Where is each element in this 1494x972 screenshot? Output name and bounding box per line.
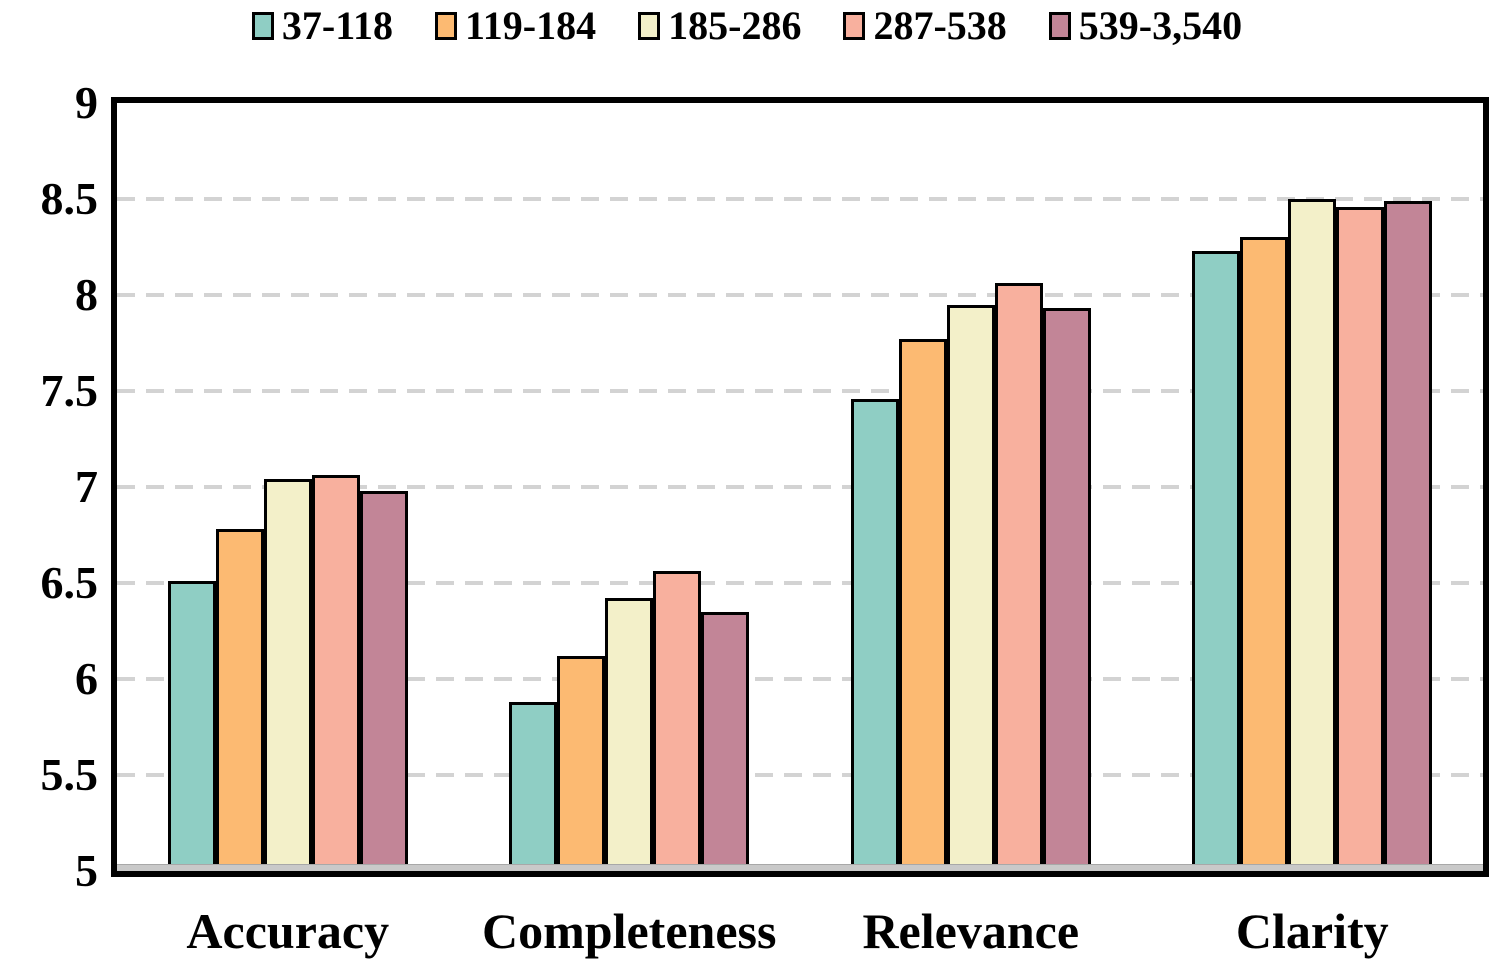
plot-inner-area — [117, 103, 1483, 871]
chart-legend: 37-118 119-184 185-286 287-538 539-3,540 — [0, 4, 1494, 48]
bar — [898, 339, 947, 871]
y-axis-tick-label: 6.5 — [40, 557, 99, 608]
gridline — [117, 293, 1483, 297]
legend-label: 37-118 — [281, 3, 393, 48]
legend-swatch-icon — [638, 12, 661, 40]
y-axis-tick-label: 6 — [75, 653, 98, 704]
x-axis-category-label: Relevance — [862, 903, 1080, 959]
bar — [1240, 237, 1289, 871]
y-axis-tick-label: 5 — [75, 845, 98, 896]
gridline — [117, 389, 1483, 393]
y-axis-tick-label: 7 — [75, 461, 98, 512]
legend-item: 185-286 — [638, 4, 801, 48]
legend-swatch-icon — [251, 12, 274, 40]
plot-area — [111, 97, 1489, 877]
bar — [215, 529, 264, 871]
bar — [850, 398, 899, 871]
y-axis-tick-label: 9 — [75, 77, 98, 128]
bar — [946, 304, 995, 871]
bar — [1336, 206, 1385, 871]
bar — [1288, 199, 1337, 871]
legend-item: 37-118 — [251, 3, 393, 48]
bar — [653, 571, 702, 871]
y-axis-tick-label: 5.5 — [40, 749, 99, 800]
legend-swatch-icon — [435, 12, 457, 40]
gridline — [117, 773, 1483, 777]
legend-item: 287-538 — [843, 3, 1007, 48]
gridline — [117, 197, 1483, 201]
bar — [701, 611, 750, 871]
bar — [994, 283, 1043, 871]
legend-item: 119-184 — [435, 4, 596, 48]
gridline — [117, 677, 1483, 681]
x-axis-category-label: Clarity — [1235, 903, 1389, 959]
bar — [1042, 308, 1091, 871]
bar — [167, 581, 216, 871]
bar — [509, 702, 558, 871]
bar — [359, 490, 408, 871]
legend-label: 185-286 — [668, 3, 802, 48]
y-axis-tick-label: 8.5 — [40, 173, 99, 224]
bar — [311, 475, 360, 871]
y-axis-tick-label: 8 — [75, 269, 98, 320]
y-axis-tick-label: 7.5 — [40, 365, 99, 416]
x-axis-baseline — [117, 864, 1483, 871]
legend-label: 539-3,540 — [1078, 3, 1243, 48]
legend-swatch-icon — [1048, 12, 1071, 40]
gridline — [117, 581, 1483, 585]
x-axis-category-label: Completeness — [482, 903, 777, 959]
bar — [1384, 200, 1433, 871]
legend-item: 539-3,540 — [1048, 3, 1243, 48]
legend-swatch-icon — [843, 12, 866, 40]
bar — [1192, 250, 1241, 871]
gridline — [117, 485, 1483, 489]
bar — [605, 598, 654, 871]
x-axis-category-label: Accuracy — [186, 903, 390, 959]
bar — [557, 655, 606, 871]
legend-label: 287-538 — [873, 3, 1007, 48]
bar — [263, 479, 312, 871]
legend-label: 119-184 — [465, 3, 597, 48]
